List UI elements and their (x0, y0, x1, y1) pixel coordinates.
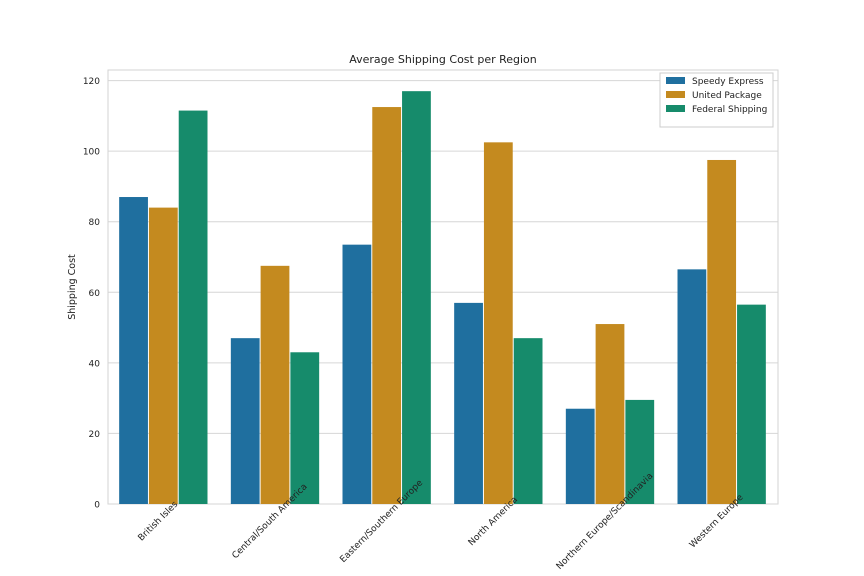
bar-federal-shipping-british-isles (178, 110, 208, 504)
bar-federal-shipping-eastern-southern-europe (402, 91, 431, 504)
y-tick-label: 80 (89, 218, 101, 228)
bar-united-package-central-south-america (260, 265, 290, 504)
y-tick-label: 20 (89, 430, 101, 440)
bar-united-package-western-europe (707, 159, 737, 504)
bar-speedy-express-western-europe (677, 269, 707, 504)
bar-speedy-express-british-isles (119, 197, 148, 504)
bar-speedy-express-northern-europe-scandinavia (565, 408, 595, 504)
y-tick-label: 60 (89, 289, 101, 299)
grid-lines (108, 80, 778, 505)
plot-area (107, 69, 779, 505)
y-tick-label: 40 (89, 359, 101, 369)
y-tick-label: 0 (94, 501, 100, 511)
bar-federal-shipping-western-europe (737, 304, 766, 504)
bar-speedy-express-eastern-southern-europe (342, 244, 372, 504)
legend-swatch-speedy-express (666, 77, 685, 84)
y-tick-label: 120 (83, 77, 100, 87)
bar-speedy-express-central-south-america (230, 338, 260, 504)
bar-united-package-north-america (483, 142, 513, 504)
bar-united-package-british-isles (148, 207, 178, 504)
bar-federal-shipping-north-america (513, 338, 543, 504)
y-axis-tick-labels: 0 20 40 60 80 100 120 (83, 77, 100, 510)
bar-united-package-eastern-southern-europe (372, 107, 402, 504)
legend-label-united-package: United Package (692, 91, 762, 101)
bar-federal-shipping-central-south-america (290, 352, 320, 504)
y-tick-label: 100 (83, 148, 100, 158)
legend: Speedy Express United Package Federal Ship… (659, 72, 774, 128)
bar-united-package-northern-europe-scandinavia (595, 324, 625, 504)
legend-swatch-united-package (666, 91, 685, 98)
legend-swatch-federal-shipping (666, 105, 685, 112)
chart-title: Average Shipping Cost per Region (349, 53, 537, 66)
legend-label-speedy-express: Speedy Express (692, 77, 764, 87)
bar-federal-shipping-northern-europe-scandinavia (625, 399, 655, 504)
y-axis-label: Shipping Cost (67, 254, 78, 320)
bars (119, 91, 766, 504)
bar-speedy-express-north-america (454, 302, 483, 504)
legend-label-federal-shipping: Federal Shipping (692, 105, 767, 115)
